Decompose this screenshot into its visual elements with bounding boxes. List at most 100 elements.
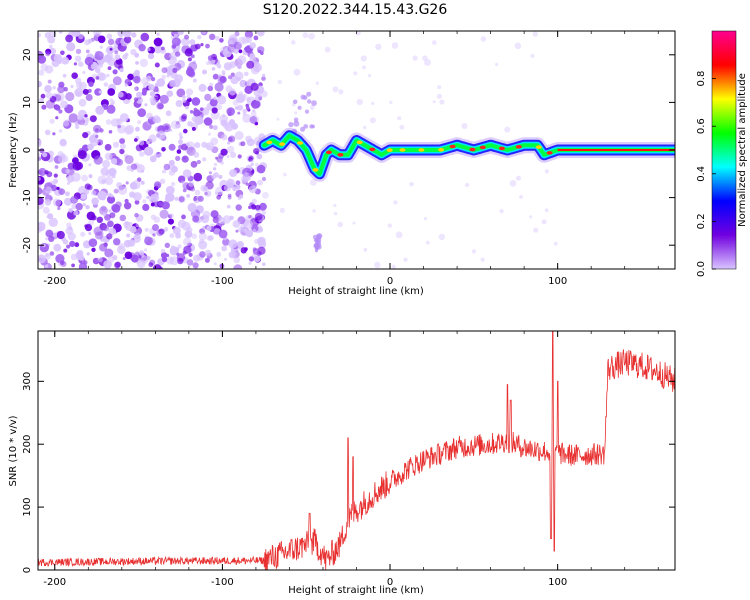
noise-blob (199, 238, 205, 244)
noise-blob (88, 174, 93, 179)
noise-blob (58, 188, 66, 195)
noise-blob (44, 253, 51, 260)
noise-blob (117, 124, 121, 129)
snr-ytick-label: 100 (22, 498, 33, 517)
noise-blob (360, 55, 367, 62)
noise-blob (153, 216, 161, 223)
noise-blob (133, 87, 138, 91)
noise-blob (233, 264, 243, 269)
snr-ytick-label: 300 (22, 372, 33, 391)
noise-blob (252, 109, 256, 113)
noise-blob (47, 213, 54, 220)
noise-blob (250, 82, 259, 91)
noise-blob (146, 140, 150, 145)
noise-blob (175, 155, 181, 161)
noise-blob (112, 141, 120, 148)
noise-blob (168, 159, 175, 166)
noise-blob (176, 149, 182, 154)
noise-blob (142, 199, 147, 204)
noise-blob (65, 191, 70, 197)
noise-blob (134, 251, 141, 258)
noise-blob (213, 172, 219, 178)
noise-blob (123, 202, 132, 210)
noise-blob (191, 233, 197, 239)
noise-blob (202, 69, 207, 75)
noise-blob (95, 76, 100, 80)
noise-blob (541, 219, 547, 225)
noise-blob (399, 124, 405, 130)
noise-blob (49, 118, 55, 124)
noise-blob (226, 155, 230, 158)
noise-blob (258, 133, 266, 141)
noise-blob (95, 105, 105, 115)
noise-blob (165, 253, 170, 257)
snr-xtick-label: 0 (387, 577, 393, 588)
noise-blob (54, 105, 61, 111)
noise-blob (186, 146, 196, 156)
noise-blob (119, 113, 129, 122)
noise-blob (204, 249, 212, 256)
noise-blob (85, 94, 93, 101)
noise-blob (333, 203, 337, 208)
noise-blob (197, 195, 204, 202)
noise-blob (84, 56, 94, 66)
noise-blob (235, 183, 239, 187)
noise-blob (244, 31, 253, 39)
noise-blob (237, 197, 241, 201)
noise-blob (188, 61, 198, 71)
noise-blob (111, 118, 120, 127)
noise-blob (44, 199, 52, 206)
noise-blob (47, 79, 52, 84)
noise-blob (183, 128, 188, 134)
noise-blob (309, 105, 315, 110)
noise-blob (248, 215, 252, 219)
colorbar-tick-label: 0.4 (696, 166, 707, 182)
noise-blob (255, 162, 259, 167)
noise-blob (171, 31, 180, 36)
noise-blob (159, 178, 166, 184)
colorbar-tick-label: 0.0 (696, 261, 707, 277)
noise-blob (131, 32, 137, 38)
noise-blob (154, 62, 160, 68)
noise-blob (412, 55, 418, 61)
noise-blob (49, 251, 55, 256)
noise-blob (42, 206, 50, 214)
noise-blob (257, 226, 264, 233)
noise-blob (509, 180, 517, 187)
noise-blob (199, 251, 206, 258)
noise-blob (71, 263, 75, 268)
noise-blob (133, 75, 141, 84)
artifact-blob (307, 99, 312, 104)
noise-blob (131, 180, 141, 190)
noise-blob (40, 63, 48, 72)
noise-blob (170, 165, 178, 173)
noise-blob (176, 252, 180, 256)
noise-blob (246, 60, 255, 69)
noise-blob (157, 201, 163, 207)
noise-blob (161, 67, 168, 74)
noise-blob (436, 93, 442, 99)
snr-series-line (38, 331, 675, 570)
noise-blob (101, 179, 106, 184)
artifact-blob (311, 100, 317, 106)
noise-blob (207, 132, 212, 136)
noise-blob (206, 225, 212, 231)
noise-blob (138, 140, 145, 146)
artifact-blob (297, 105, 302, 110)
noise-blob (112, 69, 118, 75)
noise-blob (80, 193, 87, 200)
noise-blob (193, 151, 200, 158)
noise-blob (61, 155, 69, 163)
noise-blob (112, 76, 122, 86)
noise-blob (192, 78, 197, 83)
ridge-peak (312, 168, 319, 172)
noise-blob (106, 195, 116, 204)
noise-blob (202, 225, 206, 230)
noise-blob (77, 150, 87, 160)
noise-blob (139, 250, 145, 256)
noise-blob (212, 167, 217, 171)
noise-blob (44, 170, 49, 175)
noise-blob (169, 256, 179, 266)
noise-blob (220, 119, 227, 127)
noise-blob (45, 237, 49, 241)
